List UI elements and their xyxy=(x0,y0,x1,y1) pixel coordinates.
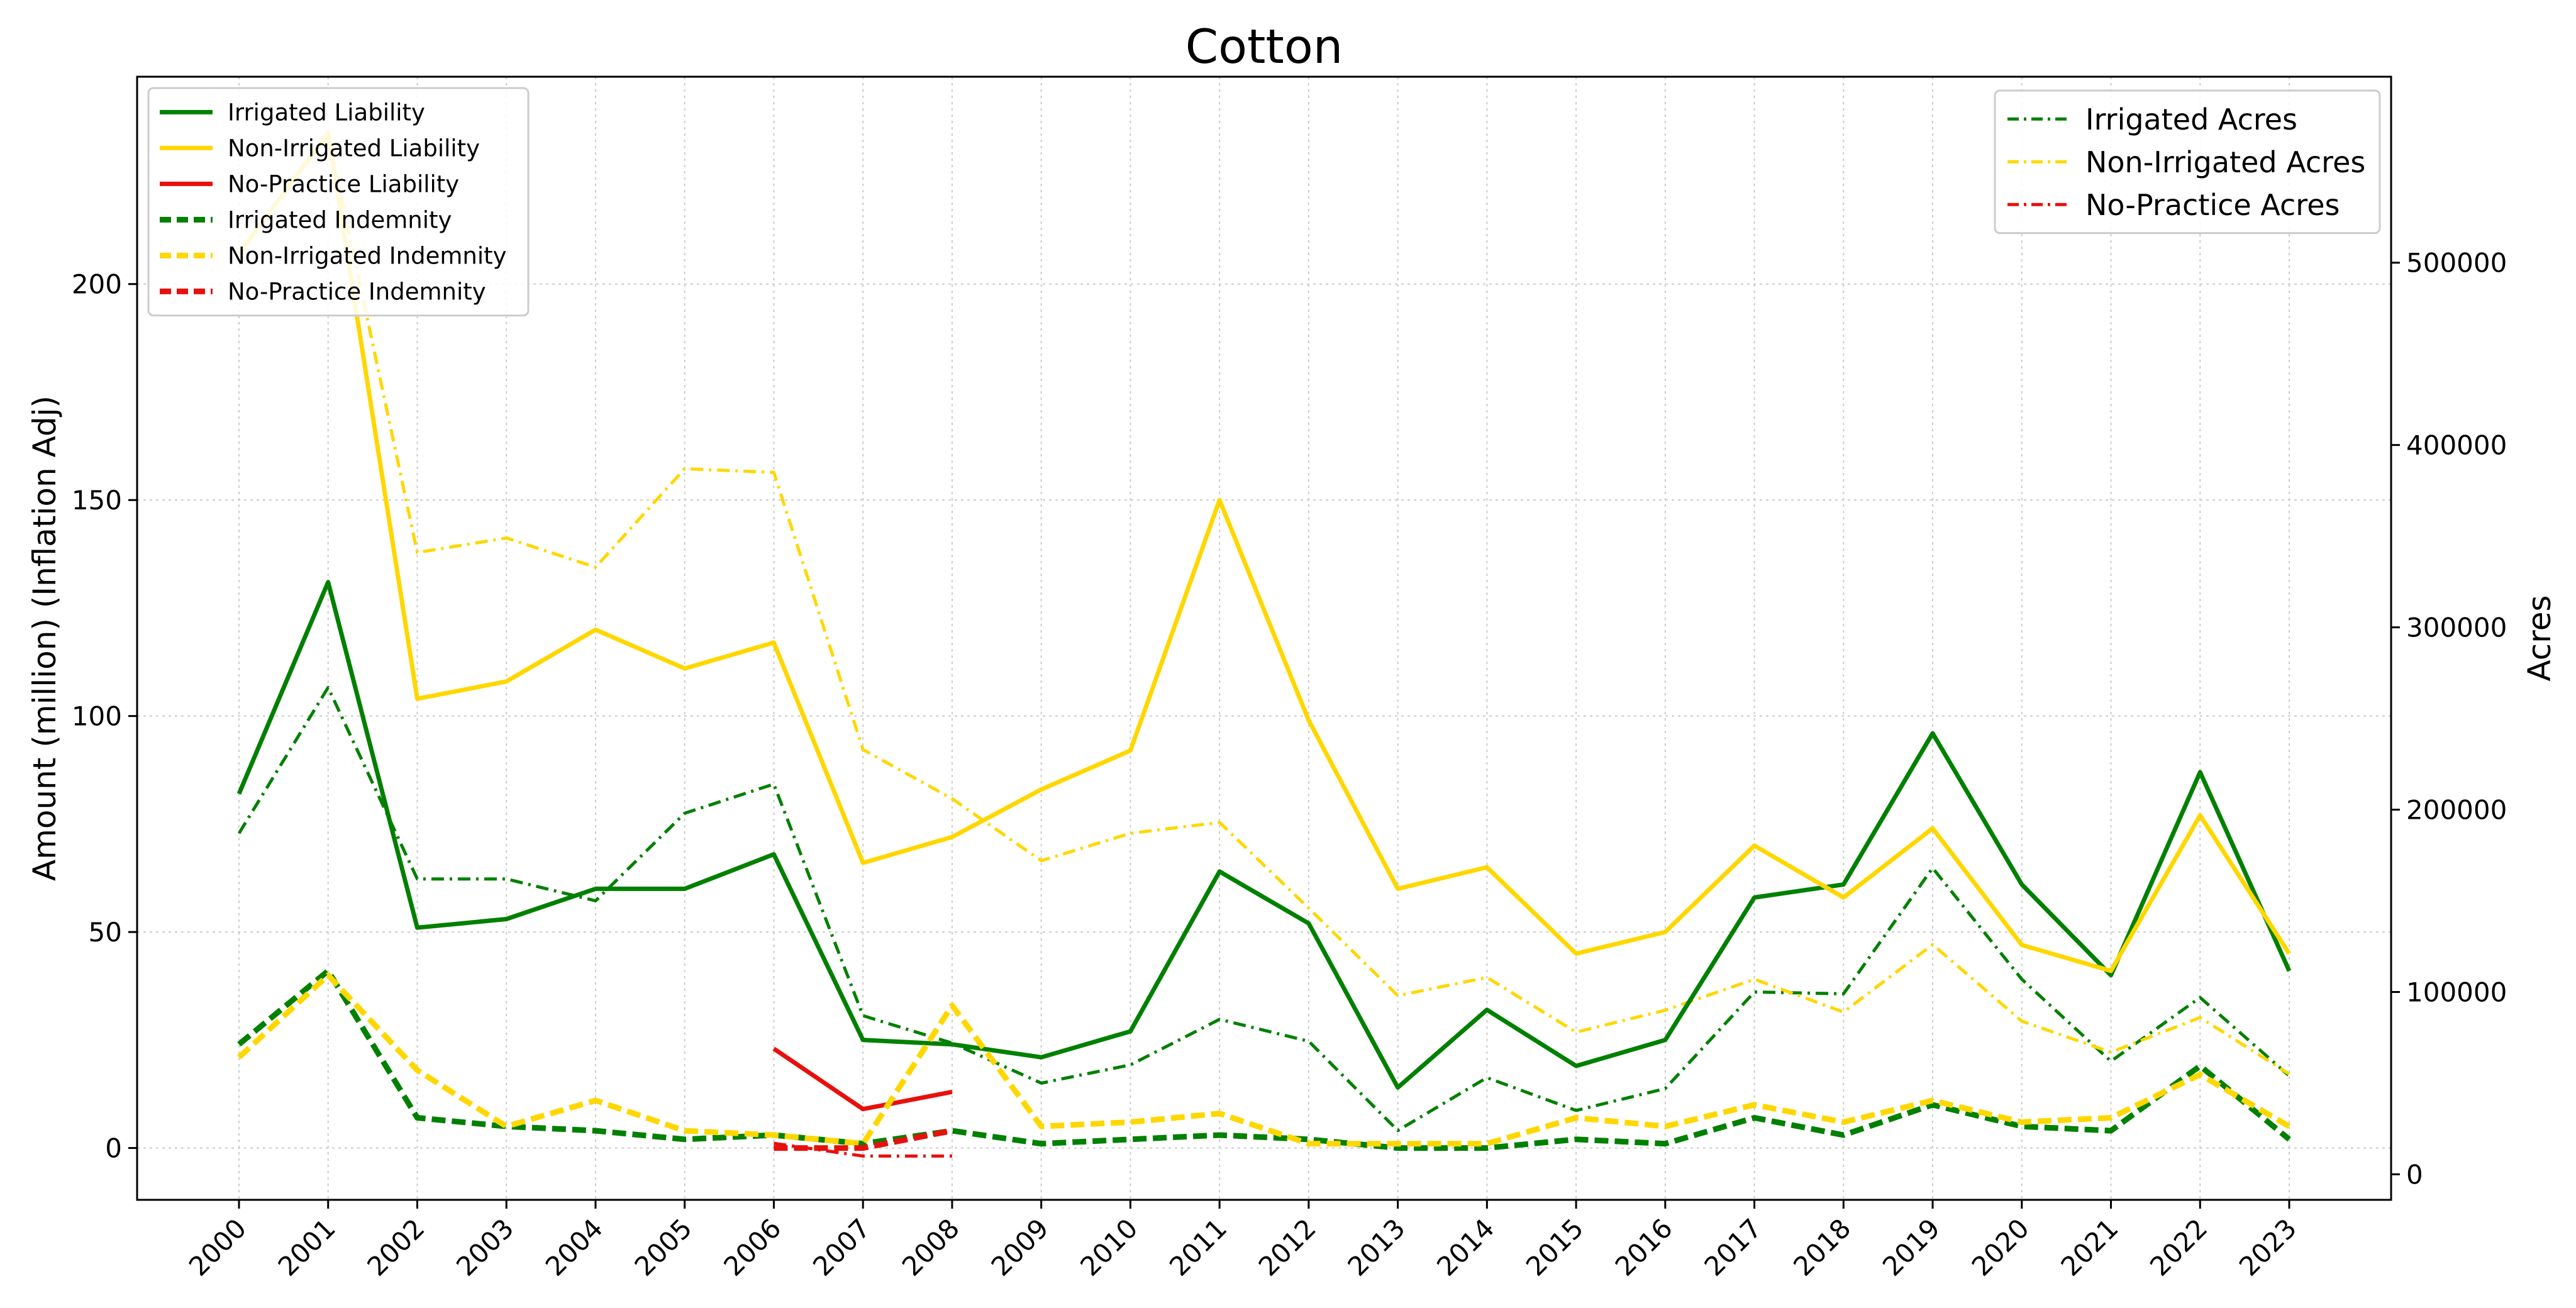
y-axis-left: 0 50 100 150 200 xyxy=(72,269,137,1164)
x-tick-label: 2022 xyxy=(2144,1212,2213,1282)
y-right-tick-label: 100000 xyxy=(2406,977,2507,1007)
series-line-no-practice-liability xyxy=(772,1046,953,1112)
x-tick-label: 2019 xyxy=(1877,1212,1946,1282)
legend-label-no-practice-acres: No-Practice Acres xyxy=(2085,188,2340,222)
series-line-irrigated-indemnity xyxy=(237,968,2291,1151)
y-right-tick-label: 300000 xyxy=(2406,612,2507,643)
legend-label-no-practice-indemnity: No-Practice Indemnity xyxy=(228,279,486,306)
x-tick-label: 2004 xyxy=(540,1212,609,1282)
legend-label-no-practice-liability: No-Practice Liability xyxy=(228,171,459,198)
y-left-tick-label: 150 xyxy=(72,485,122,516)
x-tick-label: 2008 xyxy=(896,1212,965,1282)
series-line-non-irrigated-indemnity xyxy=(236,972,2291,1147)
x-tick-label: 2020 xyxy=(1966,1212,2035,1282)
legend-box xyxy=(1994,89,2381,235)
y-right-tick-label: 200000 xyxy=(2406,795,2507,826)
y-left-tick-label: 100 xyxy=(72,701,122,732)
y-axis-right: 0 100000 200000 300000 400000 500000 xyxy=(2391,248,2507,1190)
series-lines xyxy=(236,130,2292,1158)
legend-box xyxy=(147,87,530,317)
series-line-irrigated-liability xyxy=(236,580,2292,1090)
x-tick-label: 2005 xyxy=(629,1212,698,1282)
legend-acres: Irrigated Acres Non-Irrigated Acres No-Pra… xyxy=(1994,89,2381,235)
series-line-non-irrigated-liability xyxy=(237,130,2291,973)
y-left-tick-label: 50 xyxy=(89,917,122,948)
y-right-tick-label: 500000 xyxy=(2406,248,2507,279)
y-axis-right-label: Acres xyxy=(2521,595,2558,681)
x-tick-label: 2000 xyxy=(183,1212,252,1282)
legend-label-irrigated-acres: Irrigated Acres xyxy=(2085,103,2297,136)
legend-label-irrigated-indemnity: Irrigated Indemnity xyxy=(228,207,452,234)
x-tick-label: 2006 xyxy=(718,1212,787,1282)
y-left-tick-label: 200 xyxy=(72,269,122,300)
y-right-tick-label: 400000 xyxy=(2406,430,2507,461)
legend-label-irrigated-liability: Irrigated Liability xyxy=(228,99,425,126)
x-tick-label: 2007 xyxy=(807,1212,876,1282)
x-tick-label: 2002 xyxy=(361,1212,430,1282)
legend-label-non-irrigated-indemnity: Non-Irrigated Indemnity xyxy=(228,243,507,270)
series-line-irrigated-acres xyxy=(237,685,2290,1133)
x-tick-label: 2013 xyxy=(1341,1212,1411,1282)
x-tick-label: 2001 xyxy=(272,1212,341,1282)
x-tick-label: 2011 xyxy=(1163,1212,1233,1282)
x-tick-label: 2010 xyxy=(1074,1212,1143,1282)
y-left-tick-label: 0 xyxy=(105,1133,122,1164)
x-tick-label: 2014 xyxy=(1431,1212,1500,1282)
x-tick-label: 2016 xyxy=(1609,1212,1679,1282)
x-axis: 2000 2001 2002 2003 2004 2005 2006 2007 2008 2009… xyxy=(183,1200,2302,1282)
plot-area-frame xyxy=(136,75,2392,1201)
x-tick-label: 2021 xyxy=(2055,1212,2124,1282)
chart-title: Cotton xyxy=(1185,19,1343,74)
y-right-tick-label: 0 xyxy=(2406,1159,2423,1190)
gridlines xyxy=(137,77,2391,1200)
x-tick-label: 2015 xyxy=(1520,1212,1589,1282)
x-tick-label: 2018 xyxy=(1787,1212,1857,1282)
legend-label-non-irrigated-liability: Non-Irrigated Liability xyxy=(228,135,480,162)
legend-liability-indemnity: Irrigated Liability Non-Irrigated Liabili… xyxy=(147,87,530,317)
series-line-non-irrigated-acres xyxy=(238,133,2290,1076)
x-tick-label: 2003 xyxy=(450,1212,519,1282)
legend-label-non-irrigated-acres: Non-Irrigated Acres xyxy=(2085,145,2365,179)
x-tick-label: 2017 xyxy=(1698,1212,1767,1282)
x-tick-label: 2009 xyxy=(985,1212,1054,1282)
x-tick-label: 2023 xyxy=(2233,1212,2302,1282)
y-axis-left-label: Amount (million) (Inflation Adj) xyxy=(26,396,63,881)
series-line-no-practice-indemnity xyxy=(774,1128,953,1151)
x-tick-label: 2012 xyxy=(1253,1212,1322,1282)
